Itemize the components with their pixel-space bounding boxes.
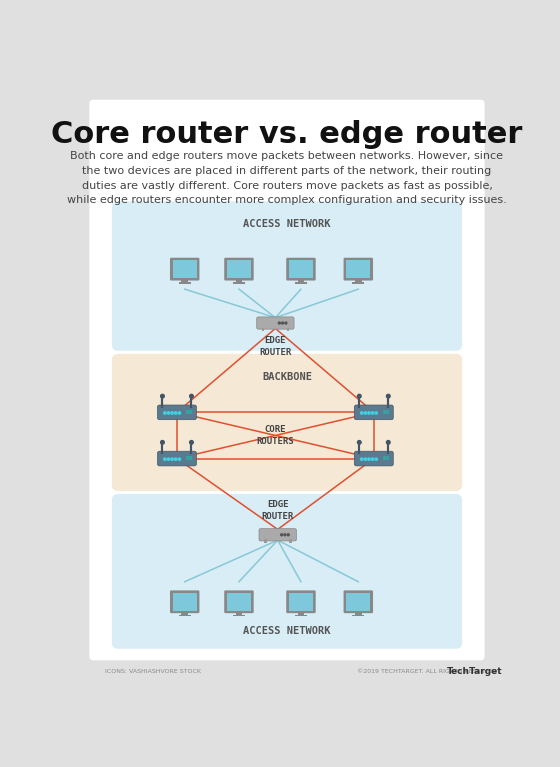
Bar: [289, 593, 313, 611]
Circle shape: [357, 440, 361, 444]
Circle shape: [368, 458, 370, 460]
Circle shape: [375, 458, 377, 460]
Bar: [233, 282, 245, 284]
Bar: [298, 611, 304, 614]
Bar: [179, 282, 190, 284]
Circle shape: [178, 412, 180, 414]
Circle shape: [281, 534, 283, 536]
Circle shape: [375, 412, 377, 414]
FancyBboxPatch shape: [224, 591, 254, 613]
FancyBboxPatch shape: [286, 258, 316, 281]
Text: TechTarget: TechTarget: [447, 667, 502, 676]
Bar: [173, 593, 197, 611]
FancyBboxPatch shape: [354, 405, 393, 420]
FancyBboxPatch shape: [157, 451, 197, 466]
Bar: [181, 611, 188, 614]
Circle shape: [167, 412, 170, 414]
Text: Both core and edge routers move packets between networks. However, since
the two: Both core and edge routers move packets …: [67, 151, 507, 206]
Bar: [287, 328, 289, 331]
Bar: [355, 278, 362, 282]
Circle shape: [161, 440, 164, 444]
Circle shape: [386, 440, 390, 444]
Bar: [236, 611, 242, 614]
Bar: [186, 410, 192, 413]
Text: ICONS: VASHIASHVORE STOCK: ICONS: VASHIASHVORE STOCK: [105, 669, 201, 673]
Text: Core router vs. edge router: Core router vs. edge router: [52, 120, 522, 149]
Bar: [298, 278, 304, 282]
Circle shape: [368, 412, 370, 414]
Text: EDGE
ROUTER: EDGE ROUTER: [259, 336, 292, 357]
Circle shape: [386, 394, 390, 398]
Circle shape: [371, 412, 374, 414]
Circle shape: [161, 394, 164, 398]
Bar: [181, 278, 188, 282]
Circle shape: [171, 412, 174, 414]
Bar: [355, 611, 362, 614]
Circle shape: [164, 412, 166, 414]
Text: EDGE
ROUTER: EDGE ROUTER: [262, 500, 294, 521]
FancyBboxPatch shape: [354, 451, 393, 466]
Bar: [347, 593, 370, 611]
Text: ACCESS NETWORK: ACCESS NETWORK: [243, 626, 331, 636]
Circle shape: [285, 322, 287, 324]
Bar: [383, 410, 389, 413]
Circle shape: [171, 458, 174, 460]
Bar: [352, 282, 364, 284]
FancyBboxPatch shape: [112, 494, 462, 649]
FancyBboxPatch shape: [157, 405, 197, 420]
Circle shape: [190, 440, 193, 444]
FancyBboxPatch shape: [112, 354, 462, 491]
FancyBboxPatch shape: [170, 258, 199, 281]
Bar: [227, 260, 251, 278]
Bar: [352, 614, 364, 617]
Circle shape: [175, 412, 177, 414]
FancyBboxPatch shape: [344, 258, 373, 281]
Bar: [289, 260, 313, 278]
Circle shape: [164, 458, 166, 460]
Circle shape: [364, 412, 367, 414]
Bar: [295, 614, 307, 617]
Text: ©2019 TECHTARGET. ALL RIGHTS RESERVED: ©2019 TECHTARGET. ALL RIGHTS RESERVED: [357, 669, 497, 673]
FancyBboxPatch shape: [259, 528, 296, 541]
FancyBboxPatch shape: [224, 258, 254, 281]
Bar: [347, 260, 370, 278]
Bar: [173, 260, 197, 278]
Bar: [186, 456, 192, 459]
FancyBboxPatch shape: [256, 317, 294, 329]
Circle shape: [167, 458, 170, 460]
Bar: [289, 539, 292, 542]
Circle shape: [278, 322, 281, 324]
Bar: [262, 328, 264, 331]
Text: BACKBONE: BACKBONE: [262, 372, 312, 382]
Circle shape: [371, 458, 374, 460]
FancyBboxPatch shape: [90, 100, 484, 660]
Bar: [179, 614, 190, 617]
FancyBboxPatch shape: [170, 591, 199, 613]
FancyBboxPatch shape: [286, 591, 316, 613]
Circle shape: [282, 322, 283, 324]
Circle shape: [175, 458, 177, 460]
Bar: [264, 539, 267, 542]
Bar: [227, 593, 251, 611]
Text: ACCESS NETWORK: ACCESS NETWORK: [243, 219, 331, 229]
Bar: [295, 282, 307, 284]
Circle shape: [178, 458, 180, 460]
Circle shape: [287, 534, 289, 536]
FancyBboxPatch shape: [112, 202, 462, 351]
Bar: [383, 456, 389, 459]
Circle shape: [361, 412, 363, 414]
Circle shape: [364, 458, 367, 460]
Bar: [233, 614, 245, 617]
Circle shape: [284, 534, 286, 536]
Circle shape: [190, 394, 193, 398]
Circle shape: [361, 458, 363, 460]
Circle shape: [357, 394, 361, 398]
Bar: [236, 278, 242, 282]
FancyBboxPatch shape: [344, 591, 373, 613]
Text: CORE
ROUTERS: CORE ROUTERS: [256, 425, 294, 446]
